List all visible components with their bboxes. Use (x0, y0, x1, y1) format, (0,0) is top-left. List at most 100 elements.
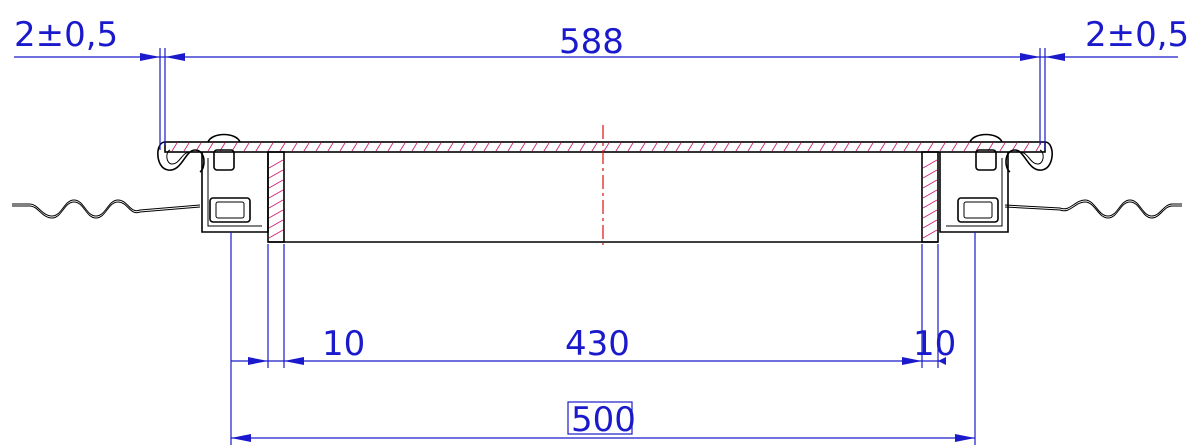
hatch-line (327, 142, 334, 152)
hatch-line (922, 179, 938, 189)
hatch-line (447, 142, 454, 152)
hatch-line (483, 142, 490, 152)
hatch-line (687, 142, 694, 152)
lid-hatching (171, 142, 1042, 152)
hatch-line (591, 142, 598, 152)
arrow-bottom-right (955, 434, 975, 442)
hatch-line (255, 142, 262, 152)
overall-width-label: 588 (559, 22, 624, 62)
inner-width-label: 430 (565, 324, 630, 364)
corrugated-ground-right-2 (1004, 201, 1182, 219)
hatch-line (891, 142, 898, 152)
hatch-line (268, 189, 284, 199)
hatch-line (819, 142, 826, 152)
hatch-line (771, 142, 778, 152)
hatch-line (279, 142, 286, 152)
tolerance-left-label: 2±0,5 (14, 15, 118, 55)
left-frame-channel (201, 152, 269, 233)
hatch-line (651, 142, 658, 152)
hatch-line (567, 142, 574, 152)
arrow-mid-3 (902, 357, 922, 365)
left-clamp-nut (215, 201, 245, 219)
hatch-line (268, 179, 284, 189)
hatch-line (268, 199, 284, 209)
hatch-line (267, 142, 274, 152)
arrow-mid-4 (938, 357, 946, 365)
hatch-line (922, 229, 938, 239)
arrow-top-left-out (165, 53, 185, 61)
left-rim-curl (157, 141, 205, 173)
hatch-line (663, 142, 670, 152)
hatch-line (507, 142, 514, 152)
base-width-box (567, 401, 633, 435)
hatch-line (243, 142, 250, 152)
left-bolt-head (213, 149, 235, 171)
arrow-top-right-in (1020, 53, 1040, 61)
left-frame-inner (207, 158, 262, 227)
left-bolt-cap (207, 133, 241, 143)
hatch-line (387, 142, 394, 152)
hatch-line (927, 142, 934, 152)
hatch-line (495, 142, 502, 152)
corrugated-ground-left (12, 199, 201, 217)
hatch-line (423, 142, 430, 152)
hatch-line (675, 142, 682, 152)
hatch-line (999, 142, 1006, 152)
right-bolt-cap (969, 133, 1003, 143)
hatch-line (543, 142, 550, 152)
arrow-bottom-left (231, 434, 251, 442)
hatch-line (795, 142, 802, 152)
hatch-line (783, 142, 790, 152)
tolerance-right-label: 2±0,5 (1085, 15, 1189, 55)
hatch-line (939, 142, 946, 152)
corrugated-ground-left-2 (12, 201, 201, 219)
hatch-line (183, 142, 190, 152)
hatch-line (922, 199, 938, 209)
arrow-mid-1 (248, 357, 268, 365)
hatch-line (519, 142, 526, 152)
hatch-line (922, 189, 938, 199)
hatch-line (627, 142, 634, 152)
wall-hatching (268, 159, 938, 239)
hatch-line (831, 142, 838, 152)
right-bolt-head (975, 149, 997, 171)
hatch-line (268, 209, 284, 219)
right-rim-curl (1005, 141, 1053, 173)
hatch-line (807, 142, 814, 152)
hatch-line (903, 142, 910, 152)
wall-left-label: 10 (322, 324, 365, 364)
hatch-line (268, 219, 284, 229)
hatch-line (963, 142, 970, 152)
hatch-line (339, 142, 346, 152)
hatch-line (639, 142, 646, 152)
hatch-line (1023, 142, 1030, 152)
hatch-line (735, 142, 742, 152)
base-width-label: 500 (571, 400, 636, 440)
hatch-line (579, 142, 586, 152)
hatch-line (531, 142, 538, 152)
left-clamp-block (209, 197, 251, 223)
hatch-line (867, 142, 874, 152)
hatch-line (291, 142, 298, 152)
corrugated-ground-right (1004, 199, 1182, 217)
hatch-line (747, 142, 754, 152)
hatch-line (268, 169, 284, 179)
hatch-line (699, 142, 706, 152)
arrow-mid-2 (284, 357, 304, 365)
right-frame-channel (939, 152, 1009, 233)
hatch-line (843, 142, 850, 152)
hatch-line (471, 142, 478, 152)
hatch-line (951, 142, 958, 152)
hatch-line (411, 142, 418, 152)
arrow-top-left-in (140, 53, 160, 61)
hatch-line (268, 229, 284, 239)
hatch-line (855, 142, 862, 152)
hatch-line (303, 142, 310, 152)
right-clamp-block (957, 197, 999, 223)
hatch-line (922, 159, 938, 169)
hatch-line (171, 142, 178, 152)
hatch-line (207, 142, 214, 152)
hatch-line (922, 219, 938, 229)
right-frame-inner (946, 158, 1003, 227)
